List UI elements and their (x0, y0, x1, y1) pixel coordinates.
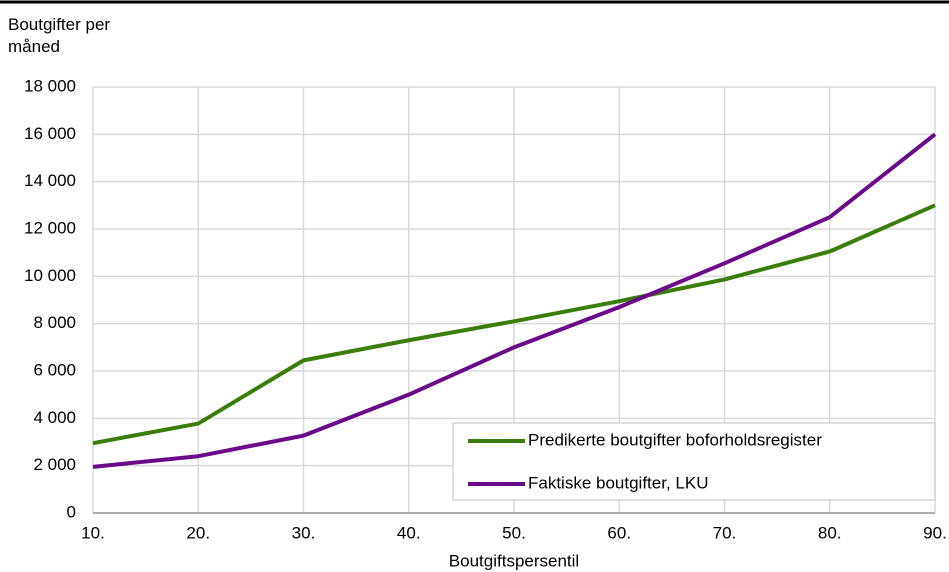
y-axis-title: Boutgifter per måned (8, 15, 111, 56)
y-tick-label: 2 000 (33, 455, 76, 474)
x-tick-label: 90. (923, 523, 947, 542)
x-tick-label: 50. (502, 523, 526, 542)
legend-label: Faktiske boutgifter, LKU (528, 473, 708, 492)
y-tick-label: 4 000 (33, 408, 76, 427)
y-tick-label: 6 000 (33, 360, 76, 379)
y-tick-label: 12 000 (24, 218, 76, 237)
y-tick-label: 14 000 (24, 171, 76, 190)
y-tick-label: 16 000 (24, 124, 76, 143)
y-tick-label: 10 000 (24, 266, 76, 285)
series-line (92, 203, 936, 446)
x-tick-label: 30. (292, 523, 316, 542)
legend-box (452, 422, 936, 501)
series-line (92, 132, 937, 469)
legend-label: Predikerte boutgifter boforholdsregister (528, 430, 822, 449)
x-tick-label: 10. (81, 523, 105, 542)
x-axis-title: Boutgiftspersentil (449, 551, 579, 570)
x-tick-label: 70. (713, 523, 737, 542)
x-tick-label: 60. (607, 523, 631, 542)
y-tick-label: 0 (67, 502, 76, 521)
x-tick-label: 80. (818, 523, 842, 542)
y-tick-label: 8 000 (33, 313, 76, 332)
x-tick-label: 20. (186, 523, 210, 542)
x-tick-label: 40. (397, 523, 421, 542)
y-tick-label: 18 000 (24, 76, 76, 95)
